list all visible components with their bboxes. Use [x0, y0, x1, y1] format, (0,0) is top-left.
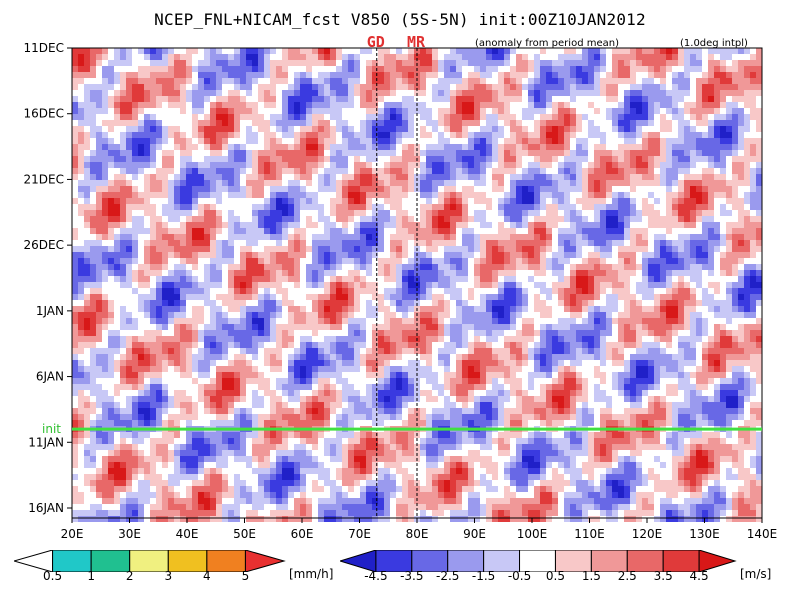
- wind-colorbar-label: 4.5: [689, 569, 709, 583]
- wind-colorbar-label: -2.5: [436, 569, 460, 583]
- axes: 11DEC 16DEC 21DEC 26DEC 1JAN 6JAN 11JAN 16JAN in…: [24, 41, 778, 541]
- y-tick-label: 1JAN: [36, 304, 64, 318]
- x-tick-label: 60E: [291, 527, 314, 541]
- precip-colorbar: [14, 550, 286, 572]
- precip-colorbar-label: 5: [241, 569, 250, 583]
- marker-gd-label: GD: [366, 33, 385, 51]
- wind-colorbar-label: 0.5: [545, 569, 565, 583]
- x-tick-label: 80E: [406, 527, 429, 541]
- interpolation-note: (1.0deg intpl): [680, 38, 748, 49]
- x-tick-label: 50E: [233, 527, 256, 541]
- x-tick-label: 100E: [517, 527, 548, 541]
- wind-swatch: [698, 550, 737, 572]
- marker-mr-label: MR: [407, 33, 426, 51]
- y-tick-label: 16JAN: [28, 501, 64, 515]
- x-tick-label: 140E: [747, 527, 778, 541]
- y-tick-label: 26DEC: [24, 238, 64, 252]
- x-tick-label: 130E: [689, 527, 720, 541]
- precip-colorbar-label: 2: [125, 569, 134, 583]
- y-tick-label: 21DEC: [24, 172, 64, 186]
- wind-colorbar-label: -3.5: [400, 569, 424, 583]
- x-tick-label: 110E: [574, 527, 605, 541]
- init-label: init: [42, 422, 61, 436]
- wind-colorbar-label: -1.5: [471, 569, 496, 583]
- plot-area: [72, 48, 762, 522]
- wind-colorbar-label: 2.5: [617, 569, 637, 583]
- precip-colorbar-label: 4: [203, 569, 211, 583]
- y-tick-label: 11JAN: [28, 435, 64, 449]
- x-tick-label: 70E: [348, 527, 371, 541]
- precip-unit: [mm/h]: [289, 567, 334, 581]
- y-tick-label: 6JAN: [36, 370, 64, 384]
- precip-colorbar-label: 3: [164, 569, 173, 583]
- chart-title: NCEP_FNL+NICAM_fcst V850 (5S-5N) init:00…: [154, 10, 646, 29]
- wind-colorbar-label: 1.5: [581, 569, 601, 583]
- y-tick-label: 11DEC: [24, 41, 64, 55]
- x-tick-label: 20E: [61, 527, 84, 541]
- precip-swatch: [244, 550, 286, 572]
- y-tick-label: 16DEC: [24, 107, 64, 121]
- x-tick-label: 120E: [632, 527, 663, 541]
- wind-colorbar: [340, 550, 737, 572]
- wind-colorbar-label: 3.5: [653, 569, 673, 583]
- wind-unit: [m/s]: [740, 567, 772, 581]
- chart-subtitle: (anomaly from period mean): [475, 38, 619, 49]
- x-tick-label: 40E: [176, 527, 199, 541]
- x-tick-label: 30E: [118, 527, 141, 541]
- precip-colorbar-label: 0.5: [43, 569, 63, 583]
- wind-colorbar-label: -0.5: [507, 569, 532, 583]
- x-tick-label: 90E: [463, 527, 486, 541]
- precip-colorbar-label: 1: [87, 569, 95, 583]
- wind-colorbar-label: -4.5: [364, 569, 388, 583]
